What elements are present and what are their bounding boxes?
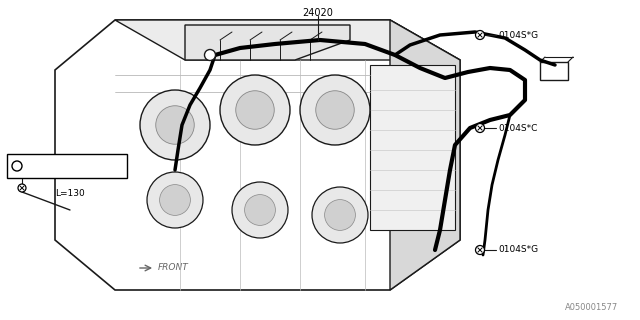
Text: 0104S*C: 0104S*C xyxy=(498,124,538,132)
Polygon shape xyxy=(370,65,455,230)
Text: A050001577: A050001577 xyxy=(564,303,618,313)
Circle shape xyxy=(140,90,210,160)
Text: L=130: L=130 xyxy=(55,188,84,197)
Circle shape xyxy=(476,245,484,254)
Circle shape xyxy=(476,124,484,132)
Circle shape xyxy=(156,106,195,144)
Circle shape xyxy=(236,91,275,129)
Text: 1: 1 xyxy=(207,51,212,60)
Text: 0104S*G: 0104S*G xyxy=(498,30,538,39)
Polygon shape xyxy=(185,25,350,60)
Text: 24226＜-’06MY＞: 24226＜-’06MY＞ xyxy=(26,162,95,171)
Bar xyxy=(540,62,568,80)
Circle shape xyxy=(316,91,355,129)
Circle shape xyxy=(12,161,22,171)
Circle shape xyxy=(205,50,216,60)
Polygon shape xyxy=(55,20,460,290)
Text: 0104S*G: 0104S*G xyxy=(498,245,538,254)
FancyBboxPatch shape xyxy=(7,154,127,178)
Circle shape xyxy=(300,75,370,145)
Text: 1: 1 xyxy=(15,163,19,169)
Text: 24020: 24020 xyxy=(303,8,333,18)
Circle shape xyxy=(244,195,275,225)
Circle shape xyxy=(159,185,191,215)
Circle shape xyxy=(476,30,484,39)
Circle shape xyxy=(220,75,290,145)
Text: FRONT: FRONT xyxy=(158,263,189,273)
Circle shape xyxy=(324,200,355,230)
Circle shape xyxy=(18,184,26,192)
Circle shape xyxy=(232,182,288,238)
Polygon shape xyxy=(115,20,460,60)
Circle shape xyxy=(147,172,203,228)
Polygon shape xyxy=(390,20,460,290)
Circle shape xyxy=(312,187,368,243)
